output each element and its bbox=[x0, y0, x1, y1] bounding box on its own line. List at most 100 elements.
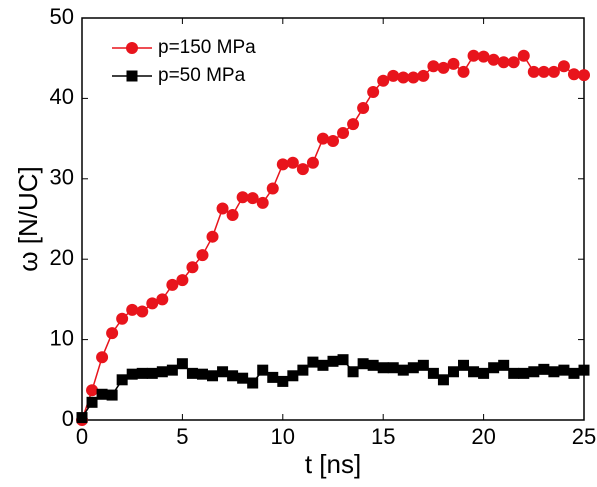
data-point bbox=[507, 56, 520, 69]
data-point bbox=[427, 60, 440, 73]
legend-marker bbox=[126, 70, 138, 82]
data-point bbox=[257, 364, 269, 376]
data-point bbox=[537, 65, 550, 78]
data-point bbox=[136, 305, 149, 318]
x-tick-label: 5 bbox=[176, 424, 188, 449]
data-point bbox=[276, 158, 289, 171]
data-point bbox=[196, 249, 209, 262]
data-point bbox=[217, 366, 229, 378]
data-point bbox=[528, 366, 540, 378]
data-point bbox=[216, 202, 229, 215]
data-point bbox=[407, 362, 419, 374]
data-point bbox=[357, 102, 370, 115]
data-point bbox=[176, 274, 189, 287]
data-point bbox=[176, 358, 188, 370]
data-point bbox=[146, 297, 159, 310]
data-point bbox=[488, 362, 500, 374]
legend-marker bbox=[126, 42, 138, 54]
data-point bbox=[527, 65, 540, 78]
data-point bbox=[557, 60, 570, 73]
data-point bbox=[206, 230, 219, 243]
data-point bbox=[568, 367, 580, 379]
y-tick-label: 0 bbox=[62, 406, 74, 431]
y-tick-label: 10 bbox=[50, 325, 74, 350]
data-point bbox=[457, 65, 470, 78]
data-point bbox=[207, 370, 219, 382]
data-point bbox=[548, 366, 560, 378]
data-point bbox=[387, 362, 399, 374]
data-point bbox=[517, 49, 530, 62]
data-point bbox=[467, 49, 480, 62]
x-tick-label: 20 bbox=[471, 424, 495, 449]
data-point bbox=[116, 312, 129, 325]
x-tick-label: 15 bbox=[371, 424, 395, 449]
data-point bbox=[578, 69, 590, 82]
data-point bbox=[317, 359, 329, 371]
data-point bbox=[437, 374, 449, 386]
x-tick-label: 10 bbox=[271, 424, 295, 449]
data-point bbox=[166, 278, 179, 291]
data-point bbox=[307, 356, 319, 368]
data-point bbox=[337, 354, 349, 366]
data-point bbox=[287, 370, 299, 382]
data-point bbox=[487, 53, 500, 66]
data-point bbox=[236, 191, 249, 204]
data-point bbox=[166, 364, 178, 376]
data-point bbox=[538, 363, 550, 375]
y-axis-title: ω [N/UC] bbox=[13, 166, 43, 272]
data-point bbox=[156, 366, 168, 378]
plot-frame bbox=[81, 17, 585, 421]
data-point bbox=[458, 359, 470, 371]
data-point bbox=[417, 69, 430, 82]
data-point bbox=[447, 57, 460, 70]
data-point bbox=[498, 359, 510, 371]
y-tick-label: 20 bbox=[50, 245, 74, 270]
data-point bbox=[226, 208, 239, 221]
data-point bbox=[468, 366, 480, 378]
data-point bbox=[297, 364, 309, 376]
data-point bbox=[417, 359, 429, 371]
data-point bbox=[286, 156, 299, 169]
x-tick-label: 25 bbox=[572, 424, 596, 449]
data-point bbox=[146, 367, 158, 379]
data-point bbox=[367, 85, 380, 98]
data-point bbox=[186, 261, 199, 274]
data-point bbox=[327, 355, 339, 367]
data-point bbox=[96, 388, 108, 400]
data-point bbox=[518, 367, 530, 379]
data-point bbox=[266, 182, 279, 195]
data-point bbox=[578, 364, 590, 376]
data-point bbox=[437, 61, 450, 74]
data-point bbox=[136, 367, 148, 379]
data-point bbox=[186, 367, 198, 379]
data-point bbox=[478, 367, 490, 379]
data-point bbox=[306, 156, 319, 169]
data-point bbox=[116, 374, 128, 386]
data-point bbox=[316, 132, 329, 145]
data-point bbox=[277, 375, 289, 387]
data-point bbox=[397, 71, 410, 84]
data-point bbox=[567, 68, 580, 81]
data-point bbox=[196, 368, 208, 380]
data-point bbox=[427, 367, 439, 379]
y-tick-label: 30 bbox=[50, 165, 74, 190]
x-axis-title: t [ns] bbox=[305, 449, 361, 479]
data-point bbox=[76, 412, 88, 424]
data-point bbox=[367, 359, 379, 371]
x-tick-label: 0 bbox=[76, 424, 88, 449]
data-point bbox=[256, 196, 269, 209]
data-point bbox=[327, 135, 339, 148]
data-point bbox=[156, 293, 169, 306]
data-point bbox=[508, 367, 520, 379]
data-point bbox=[296, 163, 309, 176]
y-tick-label: 40 bbox=[50, 84, 74, 109]
data-point bbox=[106, 327, 119, 340]
data-point bbox=[247, 377, 259, 389]
data-point bbox=[227, 370, 239, 382]
data-point bbox=[126, 368, 138, 380]
data-point bbox=[126, 303, 139, 316]
data-point bbox=[337, 126, 350, 139]
data-point bbox=[246, 192, 259, 205]
data-point bbox=[558, 364, 570, 376]
